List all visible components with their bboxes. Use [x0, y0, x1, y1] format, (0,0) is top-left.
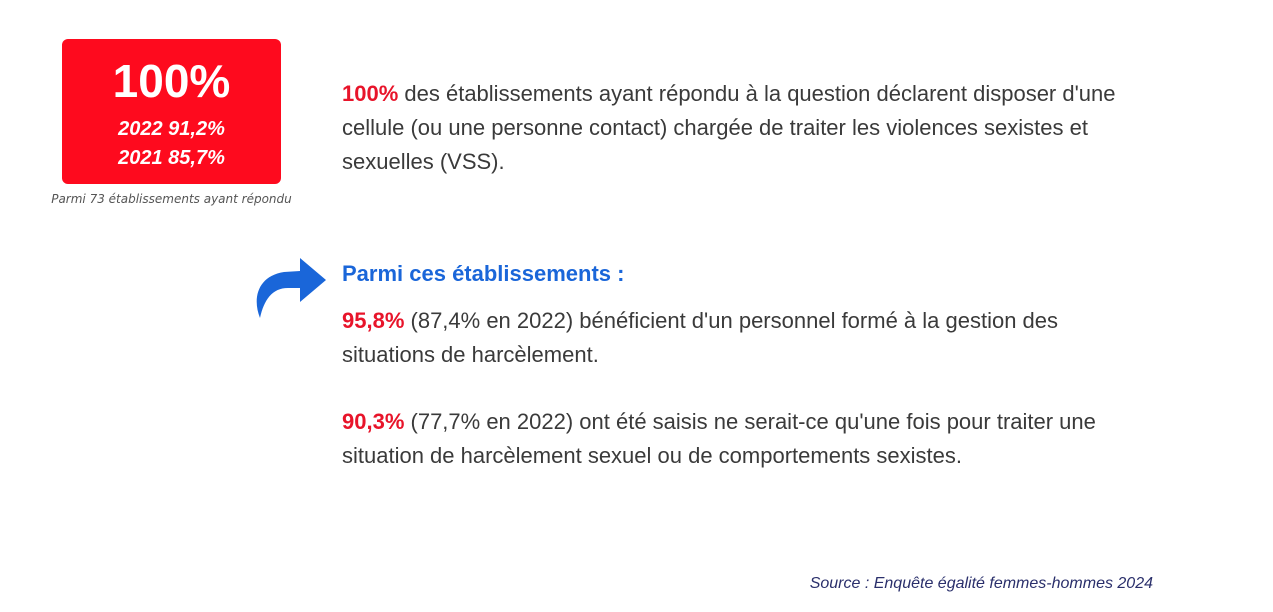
paragraph-saisis: 90,3% (77,7% en 2022) ont été saisis ne … [342, 405, 1142, 473]
sub-heading: Parmi ces établissements : [342, 261, 625, 286]
paragraph-cellule-highlight: 100% [342, 81, 399, 106]
paragraph-personnel-forme-text: (87,4% en 2022) bénéficient d'un personn… [342, 308, 1059, 367]
stat-caption: Parmi 73 établissements ayant répondu [51, 192, 292, 206]
paragraph-personnel-forme-highlight: 95,8% [342, 308, 405, 333]
stat-main-value: 100% [112, 55, 231, 107]
stat-year-2021: 2021 85,7% [118, 147, 225, 169]
source-citation: Source : Enquête égalité femmes-hommes 2… [809, 575, 1153, 592]
paragraph-cellule: 100% des établissements ayant répondu à … [342, 77, 1142, 179]
stat-box: 100% 2022 91,2% 2021 85,7% [62, 39, 281, 184]
stat-year-2022: 2022 91,2% [118, 118, 225, 140]
curved-arrow-right-icon [256, 258, 326, 318]
paragraph-saisis-highlight: 90,3% [342, 409, 405, 434]
paragraph-cellule-text: des établissements ayant répondu à la qu… [342, 81, 1116, 174]
paragraph-saisis-text: (77,7% en 2022) ont été saisis ne serait… [342, 409, 1096, 468]
paragraph-personnel-forme: 95,8% (87,4% en 2022) bénéficient d'un p… [342, 304, 1142, 372]
